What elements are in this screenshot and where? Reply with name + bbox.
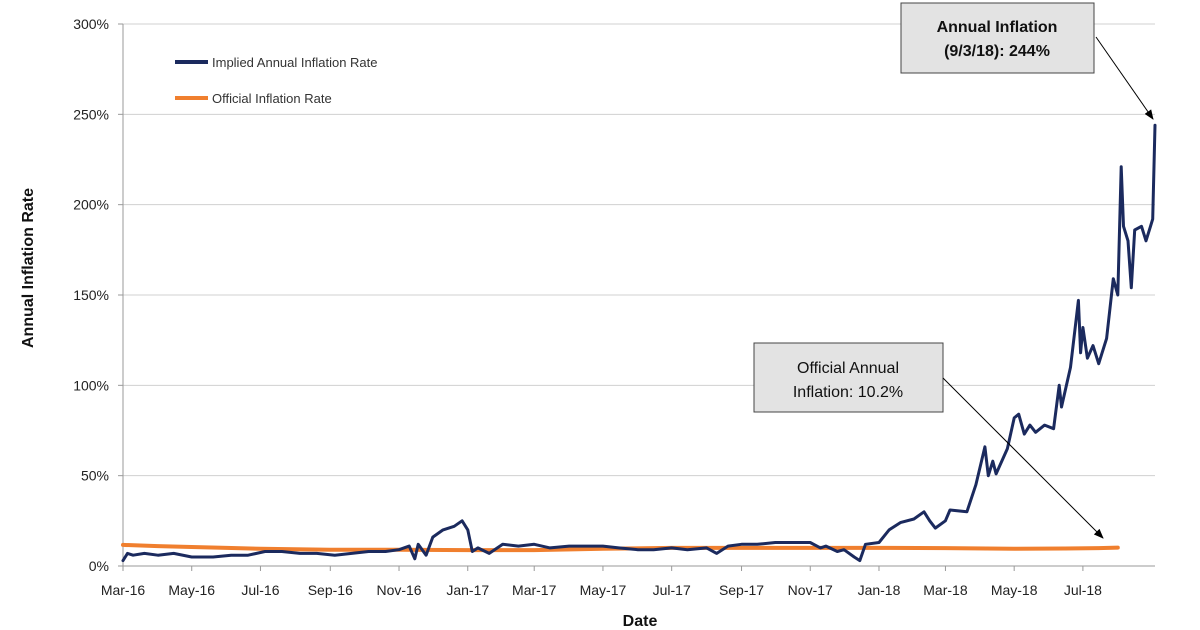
x-tick-label: May-16 — [168, 582, 215, 598]
callout-official-inflation: Official Annual Inflation: 10.2% — [753, 342, 944, 413]
legend-label-official: Official Inflation Rate — [212, 91, 332, 106]
x-tick-label: Nov-16 — [376, 582, 421, 598]
gridlines — [123, 23, 1155, 477]
series-line-implied — [121, 123, 1157, 563]
y-tick-label: 50% — [81, 468, 109, 484]
callout-box — [900, 2, 1095, 74]
y-tick-labels: 0% 50% 100% 150% 200% 250% 300% — [73, 16, 123, 574]
x-tick-label: May-18 — [991, 582, 1038, 598]
x-tick-label: Mar-16 — [101, 582, 146, 598]
x-tick-label: Jul-17 — [653, 582, 691, 598]
x-tick-label: Jul-16 — [241, 582, 279, 598]
legend-label-implied: Implied Annual Inflation Rate — [212, 55, 378, 70]
x-tick-label: Nov-17 — [788, 582, 833, 598]
x-tick-label: Jul-18 — [1064, 582, 1102, 598]
x-tick-label: Sep-17 — [719, 582, 764, 598]
x-tick-label: Jan-17 — [446, 582, 489, 598]
x-tick-label: Sep-16 — [308, 582, 353, 598]
x-tick-label: Jan-18 — [858, 582, 901, 598]
callout-line: Inflation: 10.2% — [793, 384, 903, 401]
legend: Implied Annual Inflation Rate Official I… — [175, 55, 378, 106]
y-tick-label: 0% — [89, 558, 109, 574]
x-tick-labels: Mar-16 May-16 Jul-16 Sep-16 Nov-16 Jan-17 Mar-… — [101, 566, 1102, 598]
y-axis-title: Annual Inflation Rate — [20, 188, 37, 348]
callout-line: Official Annual — [797, 360, 899, 377]
x-tick-label: Mar-18 — [923, 582, 968, 598]
callout-line: Annual Inflation — [937, 19, 1058, 36]
callout-line: (9/3/18): 244% — [944, 43, 1050, 60]
callout-annual-inflation: Annual Inflation (9/3/18): 244% — [900, 2, 1095, 74]
callout-box — [753, 342, 944, 413]
y-tick-label: 200% — [73, 197, 109, 213]
series-lines — [121, 123, 1157, 563]
y-tick-label: 300% — [73, 16, 109, 32]
y-tick-label: 150% — [73, 287, 109, 303]
x-axis-title: Date — [623, 613, 658, 630]
x-tick-label: May-17 — [580, 582, 627, 598]
callout-arrow-official — [942, 377, 1104, 539]
y-tick-label: 100% — [73, 377, 109, 393]
y-tick-label: 250% — [73, 106, 109, 122]
callout-arrow-annual — [1095, 36, 1154, 120]
x-tick-label: Mar-17 — [512, 582, 557, 598]
series-line-official — [121, 542, 1120, 553]
